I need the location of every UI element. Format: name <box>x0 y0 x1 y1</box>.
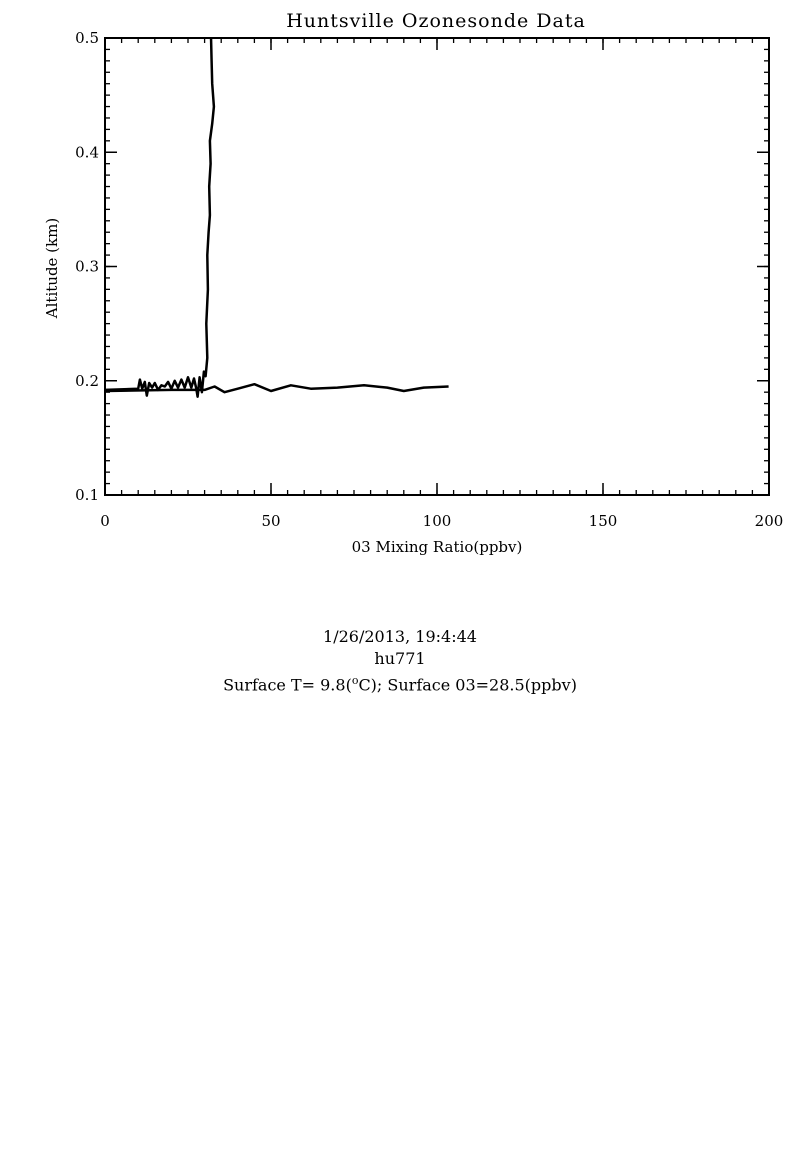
x-axis-label: 03 Mixing Ratio(ppbv) <box>352 538 523 556</box>
plot-area: 0 50 100 150 200 0.1 0.2 0.3 0.4 0.5 <box>75 29 783 530</box>
station-id: hu771 <box>374 649 426 668</box>
x-tick-label: 200 <box>755 512 784 530</box>
minor-ticks <box>104 37 770 496</box>
profile-series-line <box>105 382 449 394</box>
surface-temp-text: Surface T= 9.8( <box>223 675 352 695</box>
plot-frame <box>104 37 770 496</box>
surface-conditions: Surface T= 9.8(oC); Surface 03=28.5(ppbv… <box>0 670 800 696</box>
y-tick-label: 0.5 <box>75 29 99 47</box>
degree-superscript: o <box>351 674 359 687</box>
x-tick-label: 50 <box>261 512 280 530</box>
y-tick-labels: 0.1 0.2 0.3 0.4 0.5 <box>75 29 99 504</box>
surface-ozone-text: C); Surface 03=28.5(ppbv) <box>358 675 577 695</box>
x-tick-labels: 0 50 100 150 200 <box>100 512 783 530</box>
ozonesonde-chart: Huntsville Ozonesonde Data 0 50 100 150 200 … <box>43 10 783 556</box>
launch-datetime: 1/26/2013, 19:4:44 <box>323 627 477 646</box>
x-tick-label: 100 <box>423 512 452 530</box>
y-tick-label: 0.3 <box>75 258 99 276</box>
y-tick-label: 0.1 <box>75 486 99 504</box>
profile-series-line <box>105 38 216 398</box>
y-tick-label: 0.4 <box>75 143 99 161</box>
x-tick-label: 0 <box>100 512 110 530</box>
x-tick-label: 150 <box>589 512 618 530</box>
y-axis-label: Altitude (km) <box>43 218 61 319</box>
y-tick-label: 0.2 <box>75 372 99 390</box>
sounding-info: 1/26/2013, 19:4:44 hu771 Surface T= 9.8(… <box>0 626 800 696</box>
chart-title: Huntsville Ozonesonde Data <box>286 10 586 32</box>
series-group <box>105 38 449 398</box>
major-ticks <box>104 37 770 496</box>
